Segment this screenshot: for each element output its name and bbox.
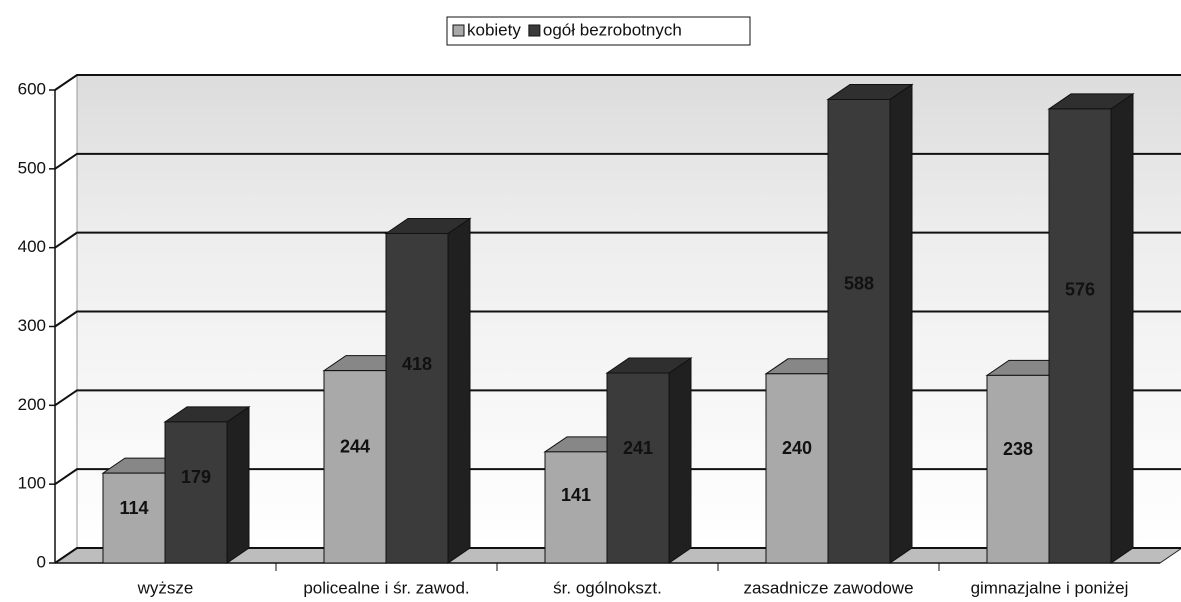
value-label: 576 <box>1065 279 1095 299</box>
value-label: 238 <box>1003 439 1033 459</box>
y-tick-label: 300 <box>18 316 46 335</box>
value-label: 141 <box>561 485 591 505</box>
bar <box>102 472 166 564</box>
x-tick-label: wyższe <box>137 578 194 597</box>
bar-side <box>1110 92 1134 564</box>
x-tick-label: zasadnicze zawodowe <box>743 578 913 597</box>
grid-line <box>54 152 1181 170</box>
value-label: 244 <box>340 436 370 456</box>
bar-side <box>226 405 250 564</box>
legend: kobiety ogół bezrobotnych <box>446 16 751 46</box>
value-label: 418 <box>402 354 432 374</box>
y-tick-label: 500 <box>18 158 46 177</box>
y-tick-label: 600 <box>18 79 46 98</box>
legend-label: ogół bezrobotnych <box>543 20 682 39</box>
y-tick-label: 200 <box>18 395 46 414</box>
bar <box>385 232 449 564</box>
bar-side <box>889 83 913 564</box>
bar <box>323 370 387 564</box>
bar-side <box>668 357 692 564</box>
x-tick-label: gimnazjalne i poniżej <box>971 578 1129 597</box>
bar <box>827 98 891 564</box>
bar <box>765 373 829 564</box>
bar <box>164 421 228 564</box>
y-tick-label: 0 <box>37 552 46 571</box>
value-label: 588 <box>844 274 874 294</box>
x-tick-label: policealne i śr. zawod. <box>303 578 469 597</box>
bar <box>544 451 608 564</box>
value-label: 114 <box>119 498 148 518</box>
bar-side <box>447 217 471 564</box>
y-tick-label: 100 <box>18 474 46 493</box>
grid-line <box>54 74 1181 91</box>
bar <box>1048 108 1112 564</box>
legend-label: kobiety <box>467 20 521 39</box>
legend-swatch <box>452 24 465 37</box>
grid-line <box>54 310 1181 328</box>
value-label: 241 <box>623 438 653 458</box>
value-label: 179 <box>181 467 211 487</box>
legend-box <box>446 16 751 46</box>
bar <box>606 372 670 564</box>
grid-line <box>54 231 1181 249</box>
value-label: 240 <box>782 438 812 458</box>
legend-swatch <box>528 24 541 37</box>
bar <box>986 374 1050 564</box>
y-tick-label: 400 <box>18 237 46 256</box>
x-tick-label: śr. ogólnokszt. <box>553 578 662 597</box>
